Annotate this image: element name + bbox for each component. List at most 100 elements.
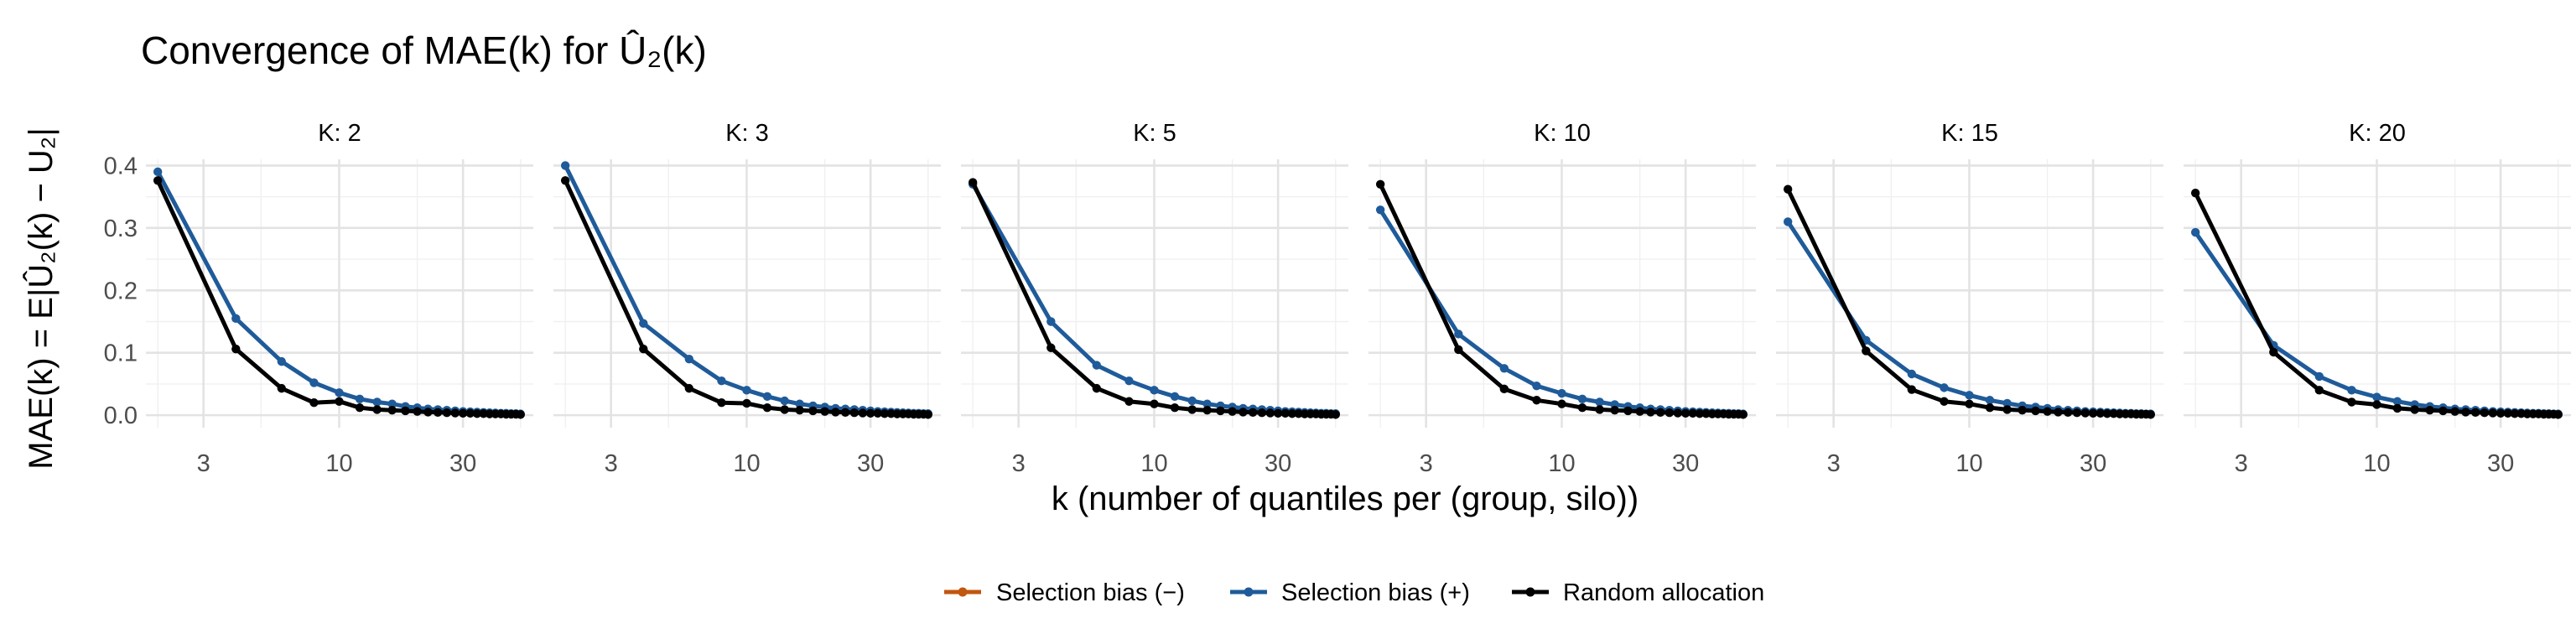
data-point bbox=[1248, 408, 1258, 417]
legend-label: Selection bias (+) bbox=[1281, 579, 1470, 606]
data-point bbox=[2269, 347, 2278, 357]
data-point bbox=[1124, 397, 1134, 406]
facet-panels: K: 2 3 10 30 0.0 0.1 0.2 0.3 0.4 K: 3 3 10 30 K: 5 3 10… bbox=[104, 120, 2571, 477]
data-point bbox=[1595, 397, 1604, 407]
data-point bbox=[2018, 405, 2027, 415]
data-point bbox=[153, 167, 163, 177]
data-point bbox=[2102, 409, 2112, 418]
data-point bbox=[277, 356, 287, 366]
data-point bbox=[1150, 386, 1159, 395]
data-point bbox=[1265, 408, 1275, 418]
legend-key-point bbox=[958, 587, 968, 597]
facet-panel-2: K: 3 3 10 30 bbox=[553, 120, 941, 477]
data-point bbox=[1187, 396, 1197, 406]
data-point bbox=[2503, 408, 2512, 418]
data-point bbox=[2031, 406, 2040, 416]
x-tick-label: 3 bbox=[197, 450, 210, 477]
data-point bbox=[717, 398, 726, 408]
facet-panel-3: K: 5 3 10 30 bbox=[961, 120, 1348, 477]
data-point bbox=[1331, 410, 1340, 419]
data-point bbox=[2043, 407, 2052, 416]
data-point bbox=[458, 408, 468, 418]
data-point bbox=[1783, 217, 1793, 226]
data-point bbox=[372, 405, 382, 414]
data-point bbox=[1239, 408, 1248, 417]
y-tick-label: 0.0 bbox=[104, 402, 138, 429]
x-tick-label: 10 bbox=[1140, 450, 1167, 477]
data-point bbox=[2314, 386, 2324, 395]
x-tick-label: 10 bbox=[1548, 450, 1575, 477]
panel-strip-label: K: 15 bbox=[1941, 120, 1998, 147]
legend-key-point bbox=[1525, 587, 1535, 597]
x-tick-label: 3 bbox=[2235, 450, 2248, 477]
data-point bbox=[231, 345, 241, 354]
data-point bbox=[560, 176, 570, 185]
x-tick-label: 10 bbox=[1955, 450, 1982, 477]
data-point bbox=[795, 399, 804, 408]
data-point bbox=[423, 408, 433, 417]
data-point bbox=[1187, 405, 1197, 414]
data-point bbox=[2392, 397, 2402, 406]
data-point bbox=[2372, 392, 2381, 402]
data-point bbox=[1985, 402, 1995, 413]
data-point bbox=[401, 406, 410, 416]
data-point bbox=[2054, 408, 2063, 417]
data-point bbox=[231, 314, 241, 323]
panel-strip-label: K: 3 bbox=[725, 120, 769, 147]
data-point bbox=[2470, 408, 2480, 417]
data-point bbox=[1532, 396, 1541, 405]
data-point bbox=[1655, 408, 1665, 417]
data-point bbox=[639, 345, 648, 354]
data-point bbox=[2088, 408, 2098, 418]
data-point bbox=[355, 402, 365, 413]
data-point bbox=[1862, 346, 1871, 356]
data-point bbox=[1202, 399, 1212, 408]
x-tick-label: 30 bbox=[449, 450, 476, 477]
data-point bbox=[2553, 410, 2563, 419]
data-point bbox=[2002, 405, 2012, 414]
data-point bbox=[1150, 399, 1159, 408]
data-point bbox=[1257, 408, 1267, 418]
data-point bbox=[1673, 408, 1683, 418]
data-point bbox=[923, 410, 932, 419]
data-point bbox=[153, 176, 163, 185]
data-point bbox=[2314, 371, 2324, 382]
data-point bbox=[831, 408, 840, 417]
data-point bbox=[1454, 345, 1463, 355]
data-point bbox=[1610, 405, 1619, 415]
x-tick-label: 30 bbox=[2487, 450, 2514, 477]
y-tick-label: 0.2 bbox=[104, 278, 138, 304]
data-point bbox=[2190, 188, 2200, 198]
data-point bbox=[1532, 381, 1541, 391]
data-point bbox=[1170, 402, 1180, 413]
data-point bbox=[762, 392, 772, 401]
data-point bbox=[2063, 408, 2073, 417]
data-point bbox=[1092, 361, 1102, 370]
data-point bbox=[2496, 408, 2506, 418]
data-point bbox=[840, 408, 850, 417]
data-point bbox=[1985, 396, 1995, 405]
data-point bbox=[1623, 406, 1633, 416]
data-point bbox=[2347, 386, 2356, 395]
data-point bbox=[2372, 400, 2381, 409]
data-point bbox=[2072, 408, 2082, 418]
x-tick-label: 3 bbox=[605, 450, 618, 477]
data-point bbox=[880, 409, 890, 418]
data-point bbox=[1688, 408, 1697, 418]
y-axis-label: MAE(k) = E|Û₂(k) − U₂| bbox=[22, 127, 60, 469]
data-point bbox=[1375, 179, 1385, 189]
x-tick-label: 30 bbox=[1672, 450, 1699, 477]
data-point bbox=[372, 397, 382, 407]
legend-item: Selection bias (−) bbox=[944, 579, 1185, 606]
data-point bbox=[433, 408, 443, 417]
data-point bbox=[387, 405, 397, 415]
facet-panel-5: K: 15 3 10 30 bbox=[1776, 120, 2163, 477]
data-point bbox=[1907, 369, 1917, 379]
data-point bbox=[639, 319, 648, 328]
data-point bbox=[442, 408, 452, 418]
data-point bbox=[309, 378, 319, 387]
y-tick-label: 0.1 bbox=[104, 340, 138, 367]
legend-key-point bbox=[1244, 587, 1254, 597]
x-axis-label: k (number of quantiles per (group, silo)… bbox=[1052, 480, 1639, 517]
legend-label: Random allocation bbox=[1563, 579, 1764, 606]
